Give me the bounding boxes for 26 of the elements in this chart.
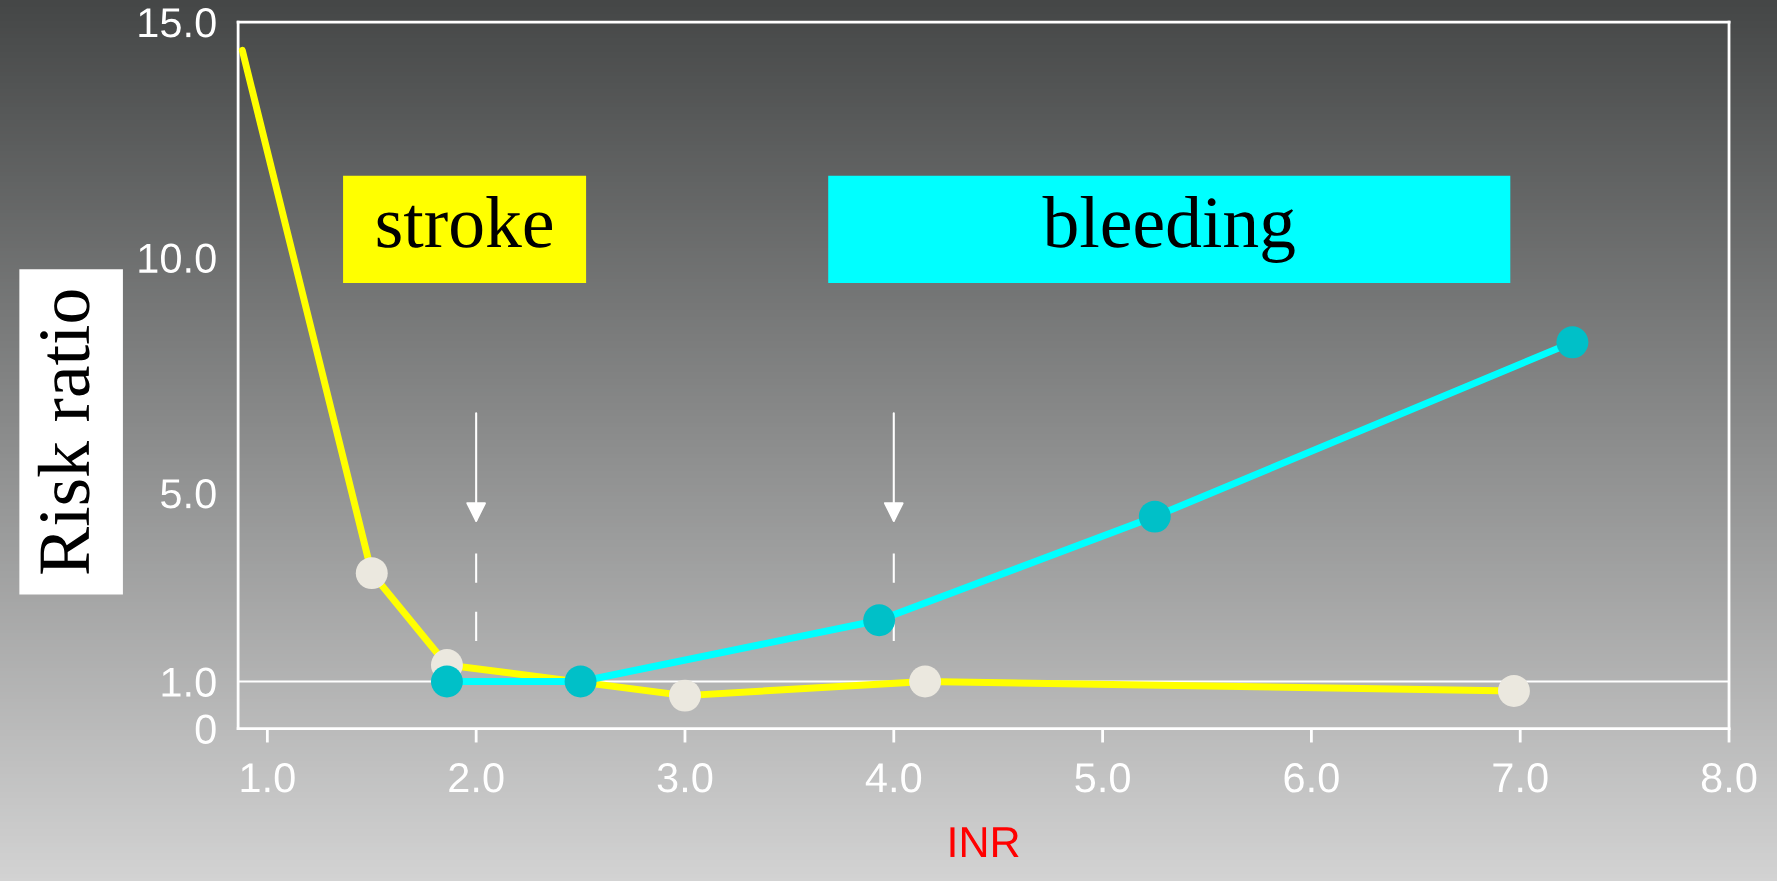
- point: [1556, 326, 1589, 359]
- x-axis-title: INR: [950, 827, 1019, 857]
- point: [564, 665, 597, 698]
- point: [355, 557, 388, 590]
- y-tick-label: 0: [195, 714, 216, 745]
- y-tick-label: 1.0: [162, 667, 216, 697]
- point: [1497, 674, 1530, 707]
- text: bleeding: [1042, 195, 1295, 263]
- x-tick-label: 7.0: [1493, 763, 1548, 793]
- x-tick-label: 2.0: [449, 763, 504, 793]
- x-tick-label: 6.0: [1284, 763, 1339, 793]
- point: [430, 665, 463, 698]
- y-axis-title: Risk ratio: [37, 290, 90, 574]
- point: [669, 679, 701, 712]
- x-tick-label: 3.0: [657, 763, 713, 793]
- x-tick-label: 8.0: [1701, 763, 1757, 793]
- y-tick-label: 15.0: [139, 8, 216, 38]
- y-tick-label: 10.0: [139, 243, 216, 274]
- x-tick-label: 4.0: [865, 763, 922, 793]
- point: [909, 665, 942, 698]
- point: [1138, 500, 1171, 533]
- x-tick-label: 1.0: [241, 763, 295, 793]
- y-tick-label: 5.0: [161, 479, 216, 509]
- x-tick-label: 5.0: [1075, 763, 1130, 793]
- series-label: stroke: [377, 196, 552, 248]
- point: [863, 604, 896, 637]
